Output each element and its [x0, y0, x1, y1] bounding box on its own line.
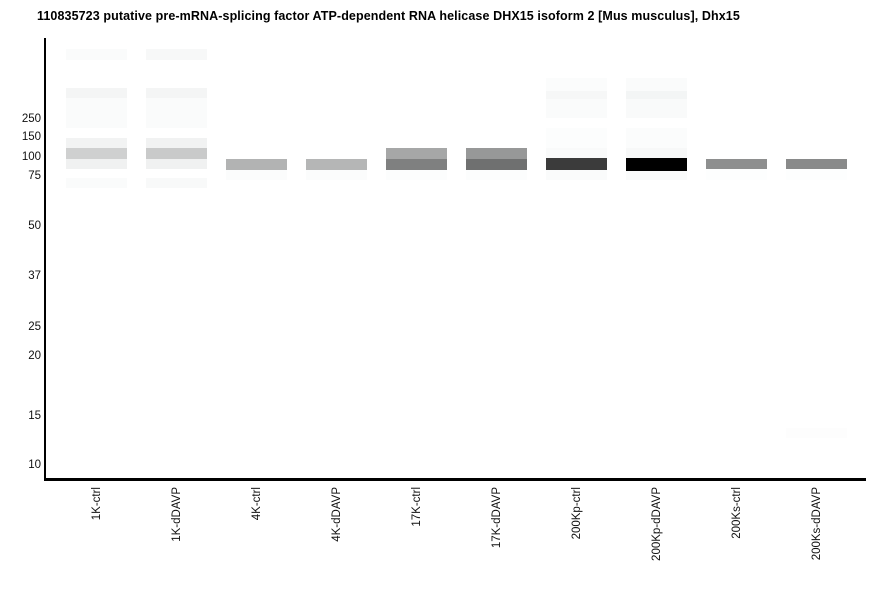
gel-band — [546, 170, 607, 180]
gel-band — [146, 88, 207, 98]
gel-band — [146, 159, 207, 169]
gel-band — [386, 170, 447, 180]
gel-band — [546, 148, 607, 158]
gel-band — [626, 148, 687, 158]
y-tick-label: 25 — [28, 321, 41, 333]
gel-band — [626, 99, 687, 118]
gel-band — [786, 169, 847, 180]
gel-band — [626, 171, 687, 180]
x-tick-label-text: 200Kp-ctrl — [570, 487, 583, 540]
gel-band — [226, 159, 287, 170]
figure-title: 110835723 putative pre-mRNA-splicing fac… — [37, 9, 740, 23]
y-tick-label: 10 — [28, 459, 41, 471]
x-tick-label-text: 17K-ctrl — [410, 487, 423, 527]
gel-band — [626, 158, 687, 171]
gel-band — [66, 88, 127, 98]
x-tick-label-text: 1K-ctrl — [90, 487, 103, 521]
x-tick-label-text: 4K-dDAVP — [330, 487, 343, 542]
x-tick-label-text: 17K-dDAVP — [490, 487, 503, 549]
gel-band — [146, 98, 207, 128]
gel-band — [66, 49, 127, 60]
gel-band — [546, 78, 607, 91]
gel-band — [546, 91, 607, 99]
gel-band — [786, 159, 847, 169]
x-tick-label-text: 4K-ctrl — [250, 487, 263, 521]
gel-band — [706, 159, 767, 169]
y-tick-label: 250 — [21, 113, 41, 125]
gel-band — [546, 158, 607, 170]
gel-band — [306, 170, 367, 180]
x-tick-label-text: 1K-dDAVP — [170, 487, 183, 542]
gel-band — [386, 148, 447, 159]
x-tick-label-text: 200Kp-dDAVP — [650, 487, 663, 561]
y-axis-spine — [44, 38, 46, 481]
gel-band — [786, 428, 847, 438]
gel-band — [546, 99, 607, 118]
gel-band — [146, 178, 207, 188]
gel-band — [466, 170, 527, 180]
gel-band — [226, 170, 287, 180]
gel-band — [66, 178, 127, 188]
y-tick-label: 15 — [28, 410, 41, 422]
y-tick-label: 37 — [28, 270, 41, 282]
gel-band — [626, 78, 687, 91]
gel-band — [466, 159, 527, 170]
gel-band — [626, 128, 687, 148]
gel-band — [66, 138, 127, 148]
gel-band — [706, 169, 767, 180]
x-tick-label-text: 200Ks-dDAVP — [810, 487, 823, 561]
gel-band — [66, 159, 127, 169]
gel-band — [66, 98, 127, 128]
gel-band — [146, 138, 207, 148]
gel-band — [386, 159, 447, 170]
gel-band — [66, 148, 127, 159]
y-tick-label: 150 — [21, 131, 41, 143]
gel-band — [146, 148, 207, 159]
x-tick-label-text: 200Ks-ctrl — [730, 487, 743, 539]
gel-band — [466, 148, 527, 159]
gel-band — [306, 159, 367, 170]
y-tick-label: 20 — [28, 350, 41, 362]
gel-band — [546, 128, 607, 148]
y-tick-label: 100 — [21, 151, 41, 163]
y-tick-label: 75 — [28, 170, 41, 182]
x-axis-spine — [44, 478, 866, 481]
y-tick-label: 50 — [28, 220, 41, 232]
gel-band — [626, 91, 687, 99]
gel-band — [146, 49, 207, 60]
